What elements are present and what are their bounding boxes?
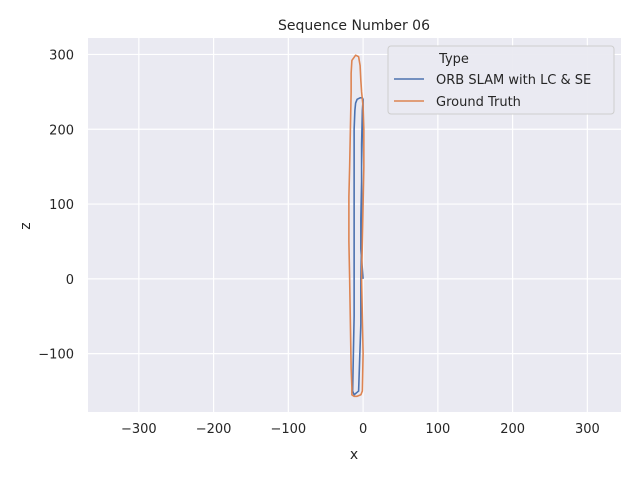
y-tick-labels: −100 0 100 200 300 bbox=[38, 48, 74, 362]
y-tick-label: 200 bbox=[49, 123, 74, 138]
x-tick-label: 100 bbox=[425, 422, 450, 437]
legend-title: Type bbox=[438, 52, 469, 67]
x-axis-label: x bbox=[350, 447, 358, 463]
x-tick-label: −100 bbox=[270, 422, 306, 437]
legend-box bbox=[387, 45, 615, 115]
x-tick-label: −200 bbox=[196, 422, 232, 437]
y-axis-label: z bbox=[18, 222, 34, 229]
x-tick-label: 200 bbox=[500, 422, 525, 437]
y-tick-label: 0 bbox=[66, 273, 74, 288]
legend-label-orb-slam: ORB SLAM with LC & SE bbox=[436, 73, 591, 88]
chart-title: Sequence Number 06 bbox=[278, 18, 430, 34]
series-line-ground-truth bbox=[348, 54, 365, 398]
y-tick-label: 300 bbox=[49, 48, 74, 63]
x-tick-label: 0 bbox=[359, 422, 367, 437]
y-tick-label: 100 bbox=[49, 198, 74, 213]
x-tick-label: 300 bbox=[575, 422, 600, 437]
x-tick-labels: −300 −200 −100 0 100 200 300 bbox=[121, 422, 600, 437]
series-layer bbox=[348, 54, 365, 398]
legend: Type ORB SLAM with LC & SE Ground Truth bbox=[387, 45, 615, 115]
legend-label-ground-truth: Ground Truth bbox=[436, 95, 521, 110]
x-tick-label: −300 bbox=[121, 422, 157, 437]
y-tick-label: −100 bbox=[38, 348, 74, 363]
